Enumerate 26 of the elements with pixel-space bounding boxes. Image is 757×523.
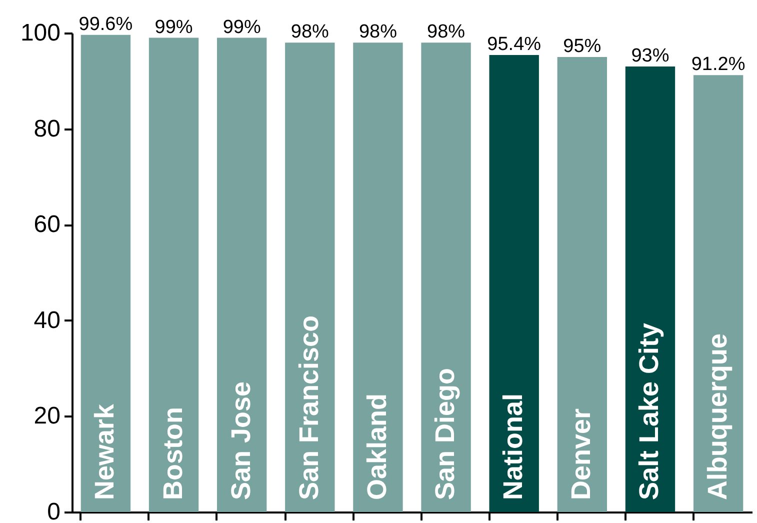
y-tick-label: 60 [34,211,60,238]
x-tick-label: Denver [566,408,596,500]
x-tick-label: San Diego [430,368,460,500]
x-tick-label: Salt Lake City [634,322,664,500]
y-tick-label: 20 [34,402,60,430]
data-label: 91.2% [691,54,746,76]
x-tick-label: Oakland [362,393,392,500]
data-label: 98% [427,22,466,43]
y-tick-label: 80 [34,115,60,142]
data-label: 98% [358,22,398,43]
data-label: 98% [290,22,330,43]
x-tick-label: San Jose [226,381,256,500]
data-label: 99% [154,16,193,38]
y-tick-label: 100 [20,20,60,46]
x-tick-label: Newark [90,402,120,500]
data-label: 95.4% [487,34,542,56]
x-tick-label: Boston [158,407,188,500]
data-label: 99.6% [78,14,133,35]
data-label: 95% [563,36,602,57]
y-tick-label: 40 [34,306,60,334]
data-label: 93% [631,46,670,67]
x-tick-label: Albuquerque [702,334,732,500]
y-tick-label: 0 [47,498,60,523]
x-tick-label: National [498,393,528,500]
x-tick-label: San Francisco [294,315,324,500]
data-label: 99% [222,16,261,38]
